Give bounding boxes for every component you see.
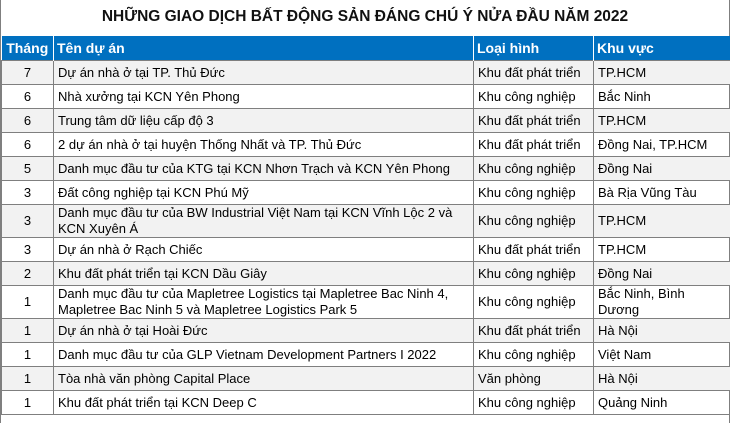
cell-type: Khu công nghiệp [473, 285, 594, 319]
cell-project: Khu đất phát triển tại KCN Dầu Giây [53, 261, 474, 286]
cell-project: Danh mục đầu tư của Mapletree Logistics … [53, 285, 474, 319]
cell-type: Khu đất phát triển [473, 237, 594, 262]
cell-project: 2 dự án nhà ở tại huyện Thống Nhất và TP… [53, 132, 474, 157]
table-row: 1 Khu đất phát triển tại KCN Deep C Khu cô… [1, 390, 730, 415]
cell-month: 6 [1, 108, 54, 133]
table-row: 5 Danh mục đầu tư của KTG tại KCN Nhơn Tr… [1, 156, 730, 181]
cell-project: Tòa nhà văn phòng Capital Place [53, 366, 474, 391]
cell-type: Khu đất phát triển [473, 318, 594, 343]
cell-type: Văn phòng [473, 366, 594, 391]
cell-region: TP.HCM [593, 60, 730, 85]
table-row: 1 Tòa nhà văn phòng Capital Place Văn phòn… [1, 366, 730, 391]
cell-project: Trung tâm dữ liệu cấp độ 3 [53, 108, 474, 133]
cell-type: Khu công nghiệp [473, 180, 594, 205]
cell-month: 1 [1, 390, 54, 415]
table-row: 6 Nhà xưởng tại KCN Yên Phong Khu công ngh… [1, 84, 730, 109]
cell-project: Khu đất phát triển tại KCN Deep C [53, 390, 474, 415]
header-type: Loại hình [473, 36, 594, 61]
cell-month: 1 [1, 318, 54, 343]
cell-region: Bà Rịa Vũng Tàu [593, 180, 730, 205]
cell-region: Bắc Ninh, Bình Dương [593, 285, 730, 319]
cell-type: Khu đất phát triển [473, 60, 594, 85]
cell-month: 1 [1, 342, 54, 367]
cell-month: 3 [1, 204, 54, 238]
cell-region: Quảng Ninh [593, 390, 730, 415]
cell-month: 6 [1, 132, 54, 157]
table-title: NHỮNG GIAO DỊCH BẤT ĐỘNG SẢN ĐÁNG CHÚ Ý … [101, 8, 629, 25]
cell-region: Hà Nội [593, 366, 730, 391]
cell-type: Khu công nghiệp [473, 84, 594, 109]
cell-project: Dự án nhà ở tại TP. Thủ Đức [53, 60, 474, 85]
cell-region: Đồng Nai [593, 156, 730, 181]
cell-month: 7 [1, 60, 54, 85]
table-row: 3 Dự án nhà ở Rạch Chiếc Khu đất phát triể… [1, 237, 730, 262]
cell-region: TP.HCM [593, 204, 730, 238]
cell-region: Hà Nội [593, 318, 730, 343]
cell-region: Việt Nam [593, 342, 730, 367]
table-row: 1 Danh mục đầu tư của GLP Vietnam Develop… [1, 342, 730, 367]
cell-type: Khu công nghiệp [473, 261, 594, 286]
cell-month: 3 [1, 180, 54, 205]
cell-project: Danh mục đầu tư của KTG tại KCN Nhơn Trạ… [53, 156, 474, 181]
cell-month: 3 [1, 237, 54, 262]
cell-month: 6 [1, 84, 54, 109]
cell-month: 1 [1, 285, 54, 319]
cell-type: Khu đất phát triển [473, 132, 594, 157]
header-row: Tháng Tên dự án Loại hình Khu vực [1, 36, 730, 61]
header-project: Tên dự án [53, 36, 474, 61]
cell-region: Bắc Ninh [593, 84, 730, 109]
cell-type: Khu công nghiệp [473, 342, 594, 367]
transactions-table: Tháng Tên dự án Loại hình Khu vực 7 Dự án… [1, 36, 730, 415]
cell-project: Đất công nghiệp tại KCN Phú Mỹ [53, 180, 474, 205]
cell-region: Đồng Nai, TP.HCM [593, 132, 730, 157]
cell-project: Danh mục đầu tư của GLP Vietnam Developm… [53, 342, 474, 367]
cell-region: TP.HCM [593, 237, 730, 262]
cell-type: Khu công nghiệp [473, 204, 594, 238]
cell-month: 5 [1, 156, 54, 181]
header-month: Tháng [1, 36, 54, 61]
cell-region: Đồng Nai [593, 261, 730, 286]
cell-project: Danh mục đầu tư của BW Industrial Việt N… [53, 204, 474, 238]
cell-type: Khu công nghiệp [473, 156, 594, 181]
table-row: 1 Danh mục đầu tư của Mapletree Logistics… [1, 285, 730, 319]
cell-project: Dự án nhà ở tại Hoài Đức [53, 318, 474, 343]
table-row: 6 Trung tâm dữ liệu cấp độ 3 Khu đất phát … [1, 108, 730, 133]
table-row: 3 Danh mục đầu tư của BW Industrial Việt … [1, 204, 730, 238]
cell-project: Dự án nhà ở Rạch Chiếc [53, 237, 474, 262]
table-row: 3 Đất công nghiệp tại KCN Phú Mỹ Khu công … [1, 180, 730, 205]
cell-project: Nhà xưởng tại KCN Yên Phong [53, 84, 474, 109]
cell-month: 1 [1, 366, 54, 391]
cell-type: Khu đất phát triển [473, 108, 594, 133]
cell-type: Khu công nghiệp [473, 390, 594, 415]
header-region: Khu vực [593, 36, 730, 61]
cell-region: TP.HCM [593, 108, 730, 133]
cell-month: 2 [1, 261, 54, 286]
table-row: 7 Dự án nhà ở tại TP. Thủ Đức Khu đất phát… [1, 60, 730, 85]
table-row: 1 Dự án nhà ở tại Hoài Đức Khu đất phát tr… [1, 318, 730, 343]
table-row: 2 Khu đất phát triển tại KCN Dầu Giây Khu … [1, 261, 730, 286]
